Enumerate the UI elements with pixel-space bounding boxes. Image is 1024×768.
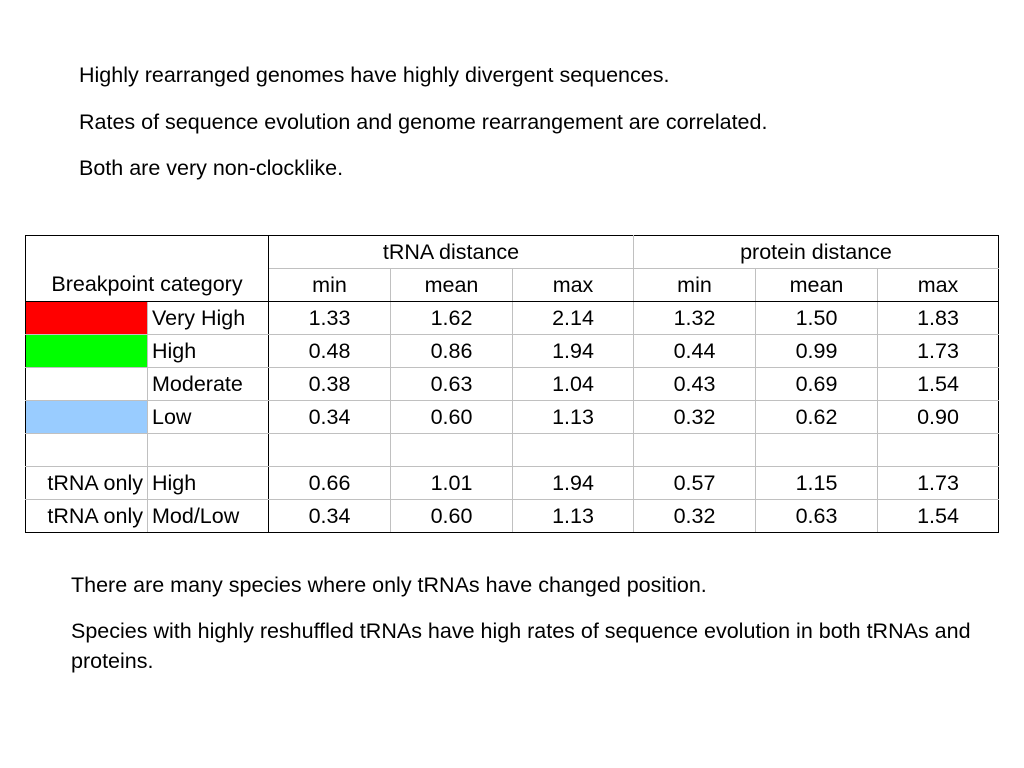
stat-header: mean [390,268,513,302]
table-cell: 0.32 [633,400,756,434]
table-cell: 0.44 [633,334,756,368]
group-header-row: tRNA distance protein distance [25,235,999,269]
intro-text: Highly rearranged genomes have highly di… [79,62,979,202]
table-cell: 1.01 [390,466,513,500]
table-cell: 0.34 [268,499,391,533]
blank-row [25,433,999,467]
table-cell: 1.94 [512,466,634,500]
category-label: Moderate [147,367,269,401]
blank-cell [390,433,513,467]
table-cell: 1.73 [877,334,999,368]
trna-distance-header: tRNA distance [268,235,634,269]
table-cell: 1.83 [877,301,999,335]
table-cell: 1.33 [268,301,391,335]
table-row: Low 0.34 0.60 1.13 0.32 0.62 0.90 [25,400,999,434]
table-cell: 0.90 [877,400,999,434]
blank-cell [147,433,269,467]
stat-header: max [877,268,999,302]
blank-cell [25,433,148,467]
table-row: Very High 1.33 1.62 2.14 1.32 1.50 1.83 [25,301,999,335]
row-prefix: tRNA only [25,466,148,500]
table-cell: 0.99 [755,334,878,368]
header-blank [147,235,269,269]
table-cell: 0.34 [268,400,391,434]
table-cell: 1.13 [512,400,634,434]
table-cell: 2.14 [512,301,634,335]
conclusion-text: There are many species where only tRNAs … [71,570,971,676]
table-cell: 1.54 [877,499,999,533]
table-cell: 0.62 [755,400,878,434]
table-cell: 0.69 [755,367,878,401]
table-cell: 1.62 [390,301,513,335]
conclusion-line-2: Species with highly reshuffled tRNAs hav… [71,619,971,673]
table-row: tRNA only Mod/Low 0.34 0.60 1.13 0.32 0.… [25,499,999,533]
conclusion-line-1: There are many species where only tRNAs … [71,573,707,597]
blank-cell [633,433,756,467]
intro-line-2: Rates of sequence evolution and genome r… [79,109,768,134]
stat-header: min [268,268,391,302]
table-cell: 1.15 [755,466,878,500]
table-cell: 1.13 [512,499,634,533]
table-cell: 0.86 [390,334,513,368]
blank-cell [755,433,878,467]
table-row: High 0.48 0.86 1.94 0.44 0.99 1.73 [25,334,999,368]
table-cell: 0.66 [268,466,391,500]
stat-header: min [633,268,756,302]
table-cell: 1.04 [512,367,634,401]
stat-header-row: Breakpoint category min mean max min mea… [25,268,999,302]
table-cell: 0.63 [390,367,513,401]
intro-line-1: Highly rearranged genomes have highly di… [79,63,670,87]
table-row: tRNA only High 0.66 1.01 1.94 0.57 1.15 … [25,466,999,500]
header-blank [25,235,148,269]
color-swatch [25,301,148,335]
category-label: Very High [147,301,269,335]
table-cell: 0.57 [633,466,756,500]
category-label: Low [147,400,269,434]
color-swatch [25,334,148,368]
table-cell: 0.60 [390,499,513,533]
protein-distance-header: protein distance [633,235,999,269]
color-swatch [25,367,148,401]
category-label: High [147,334,269,368]
table-cell: 1.94 [512,334,634,368]
blank-cell [512,433,634,467]
color-swatch [25,400,148,434]
distance-table: tRNA distance protein distance Breakpoin… [25,235,999,533]
table-cell: 1.73 [877,466,999,500]
table-cell: 0.48 [268,334,391,368]
table-cell: 1.50 [755,301,878,335]
table-row: Moderate 0.38 0.63 1.04 0.43 0.69 1.54 [25,367,999,401]
stat-header: max [512,268,634,302]
table-cell: 1.32 [633,301,756,335]
blank-cell [877,433,999,467]
table-cell: 1.54 [877,367,999,401]
table-cell: 0.43 [633,367,756,401]
category-label: High [147,466,269,500]
table-cell: 0.38 [268,367,391,401]
stat-header: mean [755,268,878,302]
intro-line-3: Both are very non-clocklike. [79,156,344,180]
table-cell: 0.63 [755,499,878,533]
category-header: Breakpoint category [25,268,269,302]
category-label: Mod/Low [147,499,269,533]
table-cell: 0.60 [390,400,513,434]
row-prefix: tRNA only [25,499,148,533]
table-cell: 0.32 [633,499,756,533]
blank-cell [268,433,391,467]
